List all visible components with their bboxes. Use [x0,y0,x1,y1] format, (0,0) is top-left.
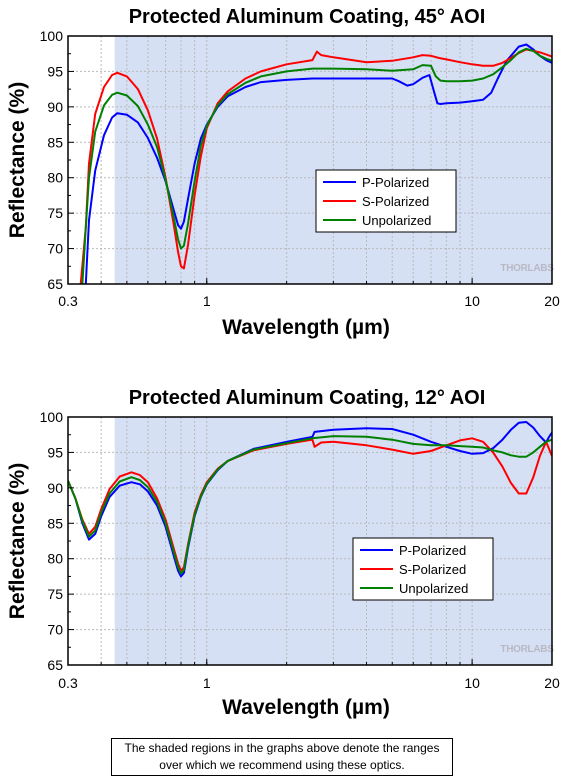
y-tick-label: 85 [47,515,63,531]
x-tick-label: 1 [203,675,211,691]
recommendation-caption: The shaded regions in the graphs above d… [111,738,453,776]
x-tick-label: 1 [203,293,211,309]
y-tick-label: 90 [47,99,63,115]
thorlabs-watermark: THORLABS [500,644,554,655]
x-tick-label: 0.3 [58,675,78,691]
y-tick-label: 75 [47,205,63,221]
y-tick-label: 100 [40,28,64,44]
y-tick-label: 75 [47,586,63,602]
series-line-s-polarized [79,48,552,284]
x-tick-label: 0.3 [58,293,78,309]
thorlabs-watermark: THORLABS [500,263,554,274]
legend-label: S-Polarized [399,562,466,577]
x-axis-label: Wavelength (µm) [222,696,390,719]
caption-line-2: over which we recommend using these opti… [159,758,405,772]
x-tick-label: 10 [464,675,480,691]
chart-title: Protected Aluminum Coating, 45° AOI [129,6,486,28]
legend-label: P-Polarized [399,543,466,558]
y-axis-label: Reflectance (%) [6,82,29,238]
y-tick-label: 95 [47,63,63,79]
legend-label: S-Polarized [362,194,429,209]
x-tick-label: 20 [544,675,560,691]
y-tick-label: 70 [47,622,63,638]
y-tick-label: 80 [47,551,63,567]
y-axis-label: Reflectance (%) [6,463,29,619]
y-tick-label: 100 [40,409,64,425]
caption-line-1: The shaded regions in the graphs above d… [124,741,440,755]
y-tick-label: 90 [47,480,63,496]
legend: P-Polarized S-Polarized Unpolarized [352,537,494,601]
y-tick-label: 70 [47,241,63,257]
chart-45-aoi: Protected Aluminum Coating, 45° AOI THORL… [6,6,560,339]
legend-label: P-Polarized [362,175,429,190]
chart-12-aoi: Protected Aluminum Coating, 12° AOI THORL… [6,387,560,719]
x-tick-label: 10 [464,293,480,309]
y-tick-label: 65 [47,276,63,292]
series-line-unpolarized [68,435,552,575]
series-line-p-polarized [84,43,552,284]
legend: P-Polarized S-Polarized Unpolarized [315,169,457,233]
x-axis-label: Wavelength (µm) [222,316,390,339]
y-tick-label: 85 [47,134,63,150]
series-line-unpolarized [81,47,552,284]
y-tick-label: 95 [47,444,63,460]
x-tick-label: 20 [544,293,560,309]
legend-label: Unpolarized [362,213,431,228]
legend-label: Unpolarized [399,581,468,596]
y-tick-label: 80 [47,170,63,186]
y-tick-label: 65 [47,657,63,673]
chart-title: Protected Aluminum Coating, 12° AOI [129,387,486,409]
